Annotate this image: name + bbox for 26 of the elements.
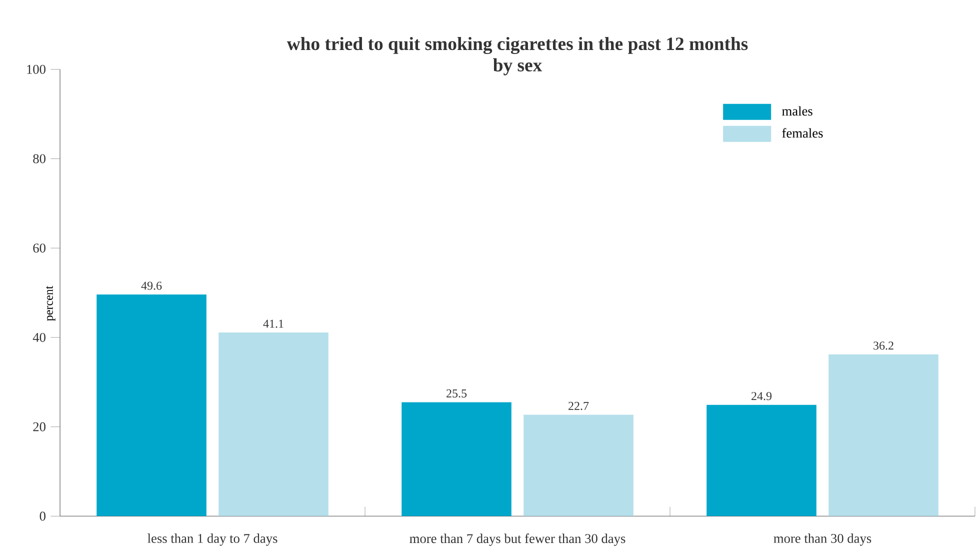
- x-tick-label: less than 1 day to 7 days: [148, 534, 278, 546]
- y-tick-label: 100: [27, 65, 46, 74]
- legend-label: males: [782, 106, 812, 116]
- x-tick-label: more than 30 days: [774, 534, 872, 546]
- bar: [524, 414, 634, 516]
- chart-title: who tried to quit smoking cigarettes in the past 12 months: [286, 37, 748, 54]
- data-label: 36.2: [874, 342, 894, 350]
- y-tick-label: 20: [33, 422, 46, 432]
- bar: [218, 332, 328, 516]
- data-label: 22.7: [568, 402, 589, 410]
- x-tick-label: more than 7 days but fewer than 30 days: [410, 534, 626, 546]
- legend-label: females: [782, 128, 823, 138]
- data-label: 49.6: [141, 282, 162, 290]
- data-label: 25.5: [446, 390, 467, 398]
- bar: [828, 354, 938, 516]
- bar: [402, 402, 512, 516]
- y-tick-label: 40: [32, 333, 46, 342]
- y-tick-label: 80: [33, 154, 46, 164]
- chart-subtitle: by sex: [493, 58, 542, 76]
- bar: [706, 405, 816, 516]
- bar: [96, 294, 206, 516]
- y-axis-title: percent: [46, 286, 56, 322]
- y-tick-label: 0: [40, 512, 46, 521]
- data-label: 41.1: [263, 320, 284, 328]
- y-tick-label: 60: [33, 244, 46, 253]
- data-label: 24.9: [752, 392, 772, 400]
